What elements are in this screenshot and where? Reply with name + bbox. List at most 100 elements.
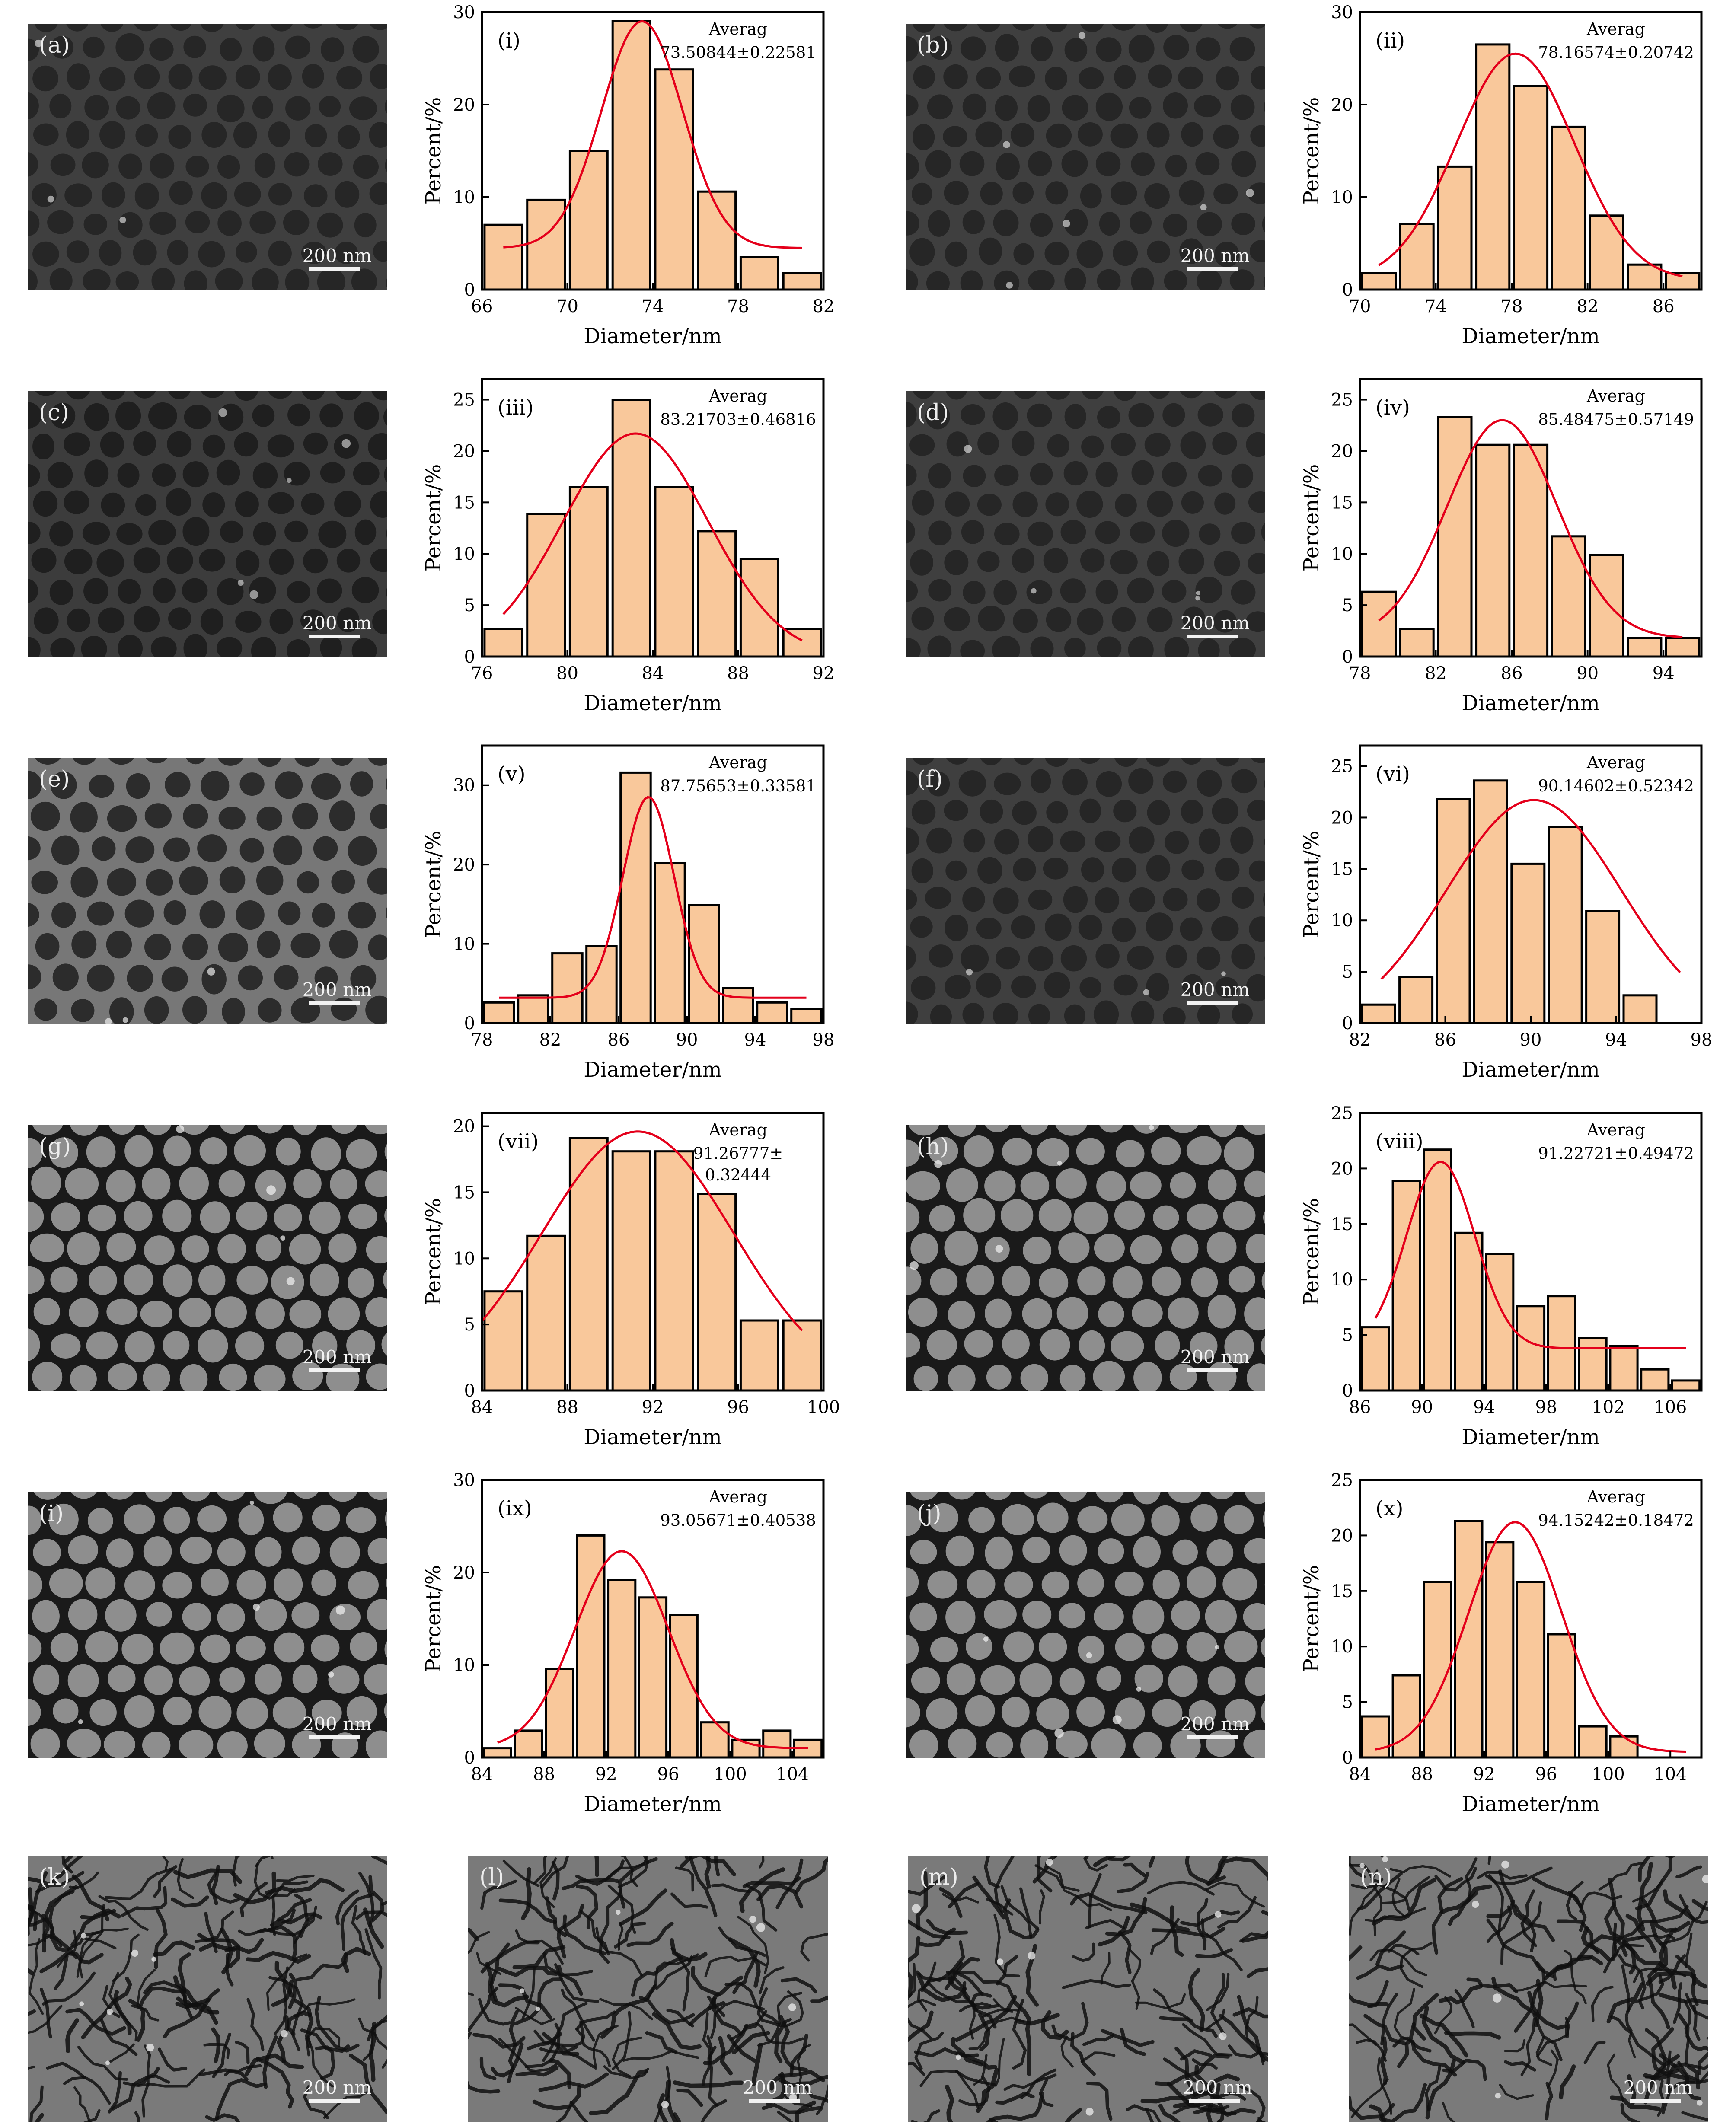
plot-frame (1359, 11, 1703, 291)
y-axis-label: Percent/% (1299, 97, 1324, 205)
sem-texture (1349, 1856, 1708, 2122)
y-tick-label: 15 (453, 1183, 475, 1202)
sem-texture (908, 1856, 1268, 2122)
scale-bar-label: 200 nm (302, 245, 372, 266)
histogram-chart: 66 70 74 78 82 0 10 20 30 Diameter/nm Percent/% (i)… (421, 3, 834, 348)
sem-texture (906, 1125, 1265, 1391)
annotation-value: 83.21703±0.46816 (660, 410, 816, 429)
scale-bar-label: 200 nm (1183, 2077, 1252, 2098)
scale-bar-label: 200 nm (302, 612, 372, 634)
y-tick-label: 10 (453, 1655, 475, 1675)
y-tick-label: 10 (1331, 1637, 1353, 1657)
y-tick-label: 10 (453, 188, 475, 207)
x-axis-label: Diameter/nm (1462, 1425, 1600, 1449)
sem-image: (k) 200 nm (28, 1856, 387, 2122)
annotation-value: 91.26777± (693, 1144, 783, 1163)
chart-panel-label: (v) (498, 762, 526, 786)
y-tick-label: 0 (1342, 1748, 1353, 1768)
y-tick-label: 30 (453, 776, 475, 796)
histogram-chart: 78 82 86 90 94 0 5 10 15 20 25 Diameter/nm Percent/%… (1299, 378, 1703, 715)
histogram-bar (1513, 85, 1549, 291)
x-tick-label: 70 (556, 297, 578, 316)
histogram-chart: 84 88 92 96 100 104 0 10 20 30 Diameter/nm Percent/… (421, 1470, 825, 1816)
histogram-bar (1589, 214, 1624, 291)
histogram-bar (697, 530, 737, 658)
y-tick-label: 0 (1342, 647, 1353, 667)
y-tick-label: 15 (1331, 859, 1353, 879)
histogram-bar (1437, 416, 1473, 658)
scale-bar-label: 200 nm (1180, 1346, 1250, 1368)
histogram-bar (568, 1137, 609, 1392)
sem-image: (c) 200 nm (28, 391, 387, 657)
histogram-bar (1665, 637, 1701, 658)
scale-bar (309, 635, 360, 638)
sem-texture (28, 1125, 387, 1391)
scale-bar (309, 2099, 360, 2103)
sem-image: (n) 200 nm (1349, 1856, 1708, 2122)
x-tick-label: 82 (539, 1030, 562, 1050)
scale-bar-label: 200 nm (1180, 245, 1250, 266)
x-axis-label: Diameter/nm (584, 691, 722, 715)
histogram-bar (611, 1150, 651, 1392)
histogram-bar (1361, 1003, 1396, 1024)
histogram-bar (1399, 628, 1435, 658)
chart-panel-label: (iii) (498, 395, 534, 420)
x-tick-label: 80 (556, 663, 578, 683)
histogram-bar (1475, 43, 1511, 291)
y-tick-label: 5 (464, 1315, 475, 1335)
y-tick-label: 15 (1331, 1215, 1353, 1234)
histogram-bar (1640, 1368, 1670, 1392)
y-tick-label: 0 (464, 647, 475, 667)
histogram-bar (1547, 1633, 1576, 1759)
histogram-bar (607, 1579, 637, 1759)
y-tick-label: 25 (1331, 1470, 1353, 1490)
histogram-bar (1589, 554, 1624, 658)
plot-frame (481, 744, 825, 1024)
scale-bar-label: 200 nm (302, 2077, 372, 2098)
y-axis-label: Percent/% (1299, 464, 1324, 572)
scale-bar (309, 1368, 360, 1372)
plot-frame (481, 1479, 825, 1759)
x-tick-label: 86 (1434, 1030, 1456, 1050)
chart-panel-label: (vii) (498, 1129, 539, 1154)
histogram-bar (654, 486, 694, 658)
histogram-bar (1551, 535, 1586, 658)
x-tick-label: 90 (1411, 1397, 1433, 1417)
sem-panel-label: (l) (479, 1864, 504, 1890)
scale-bar-label: 200 nm (302, 979, 372, 1000)
sem-image: (a) 200 nm (28, 24, 387, 290)
histogram-bar (1622, 994, 1658, 1024)
histogram-bar (611, 399, 651, 658)
sem-texture (28, 24, 387, 290)
histogram-chart: 84 88 92 96 100 0 5 10 15 20 Diameter/nm Percent/% (… (421, 1112, 840, 1449)
sem-image: (h) 200 nm (906, 1125, 1265, 1391)
histogram-bar (1485, 1541, 1515, 1759)
plot-frame (1359, 378, 1703, 658)
scale-bar (1187, 1001, 1238, 1005)
y-tick-label: 20 (453, 1563, 475, 1583)
histogram-bar (1627, 637, 1663, 658)
annotation-value: 0.32444 (705, 1166, 771, 1184)
x-tick-label: 92 (1473, 1764, 1495, 1784)
y-tick-label: 5 (1342, 1693, 1353, 1713)
y-tick-label: 25 (1331, 1103, 1353, 1123)
x-tick-label: 86 (1349, 1397, 1371, 1417)
x-tick-label: 92 (642, 1397, 664, 1417)
x-tick-label: 94 (1653, 663, 1675, 683)
histogram-bar (1548, 826, 1583, 1024)
annotation-title: Averag (708, 1487, 767, 1506)
scale-bar (1630, 2099, 1681, 2103)
histogram-bar (700, 1721, 730, 1759)
y-axis-label: Percent/% (1299, 1565, 1324, 1673)
x-tick-label: 88 (533, 1764, 555, 1784)
x-tick-label: 100 (807, 1397, 840, 1417)
histogram-bar (1454, 1520, 1484, 1759)
scale-bar-label: 200 nm (743, 2077, 812, 2098)
sem-texture (28, 1492, 387, 1758)
histogram-bar (1391, 1674, 1421, 1759)
y-tick-label: 0 (464, 280, 475, 300)
histogram-bar (517, 994, 549, 1024)
y-tick-label: 0 (1342, 1014, 1353, 1033)
histogram-bar (1547, 1295, 1576, 1392)
histogram-bar (739, 1319, 779, 1392)
